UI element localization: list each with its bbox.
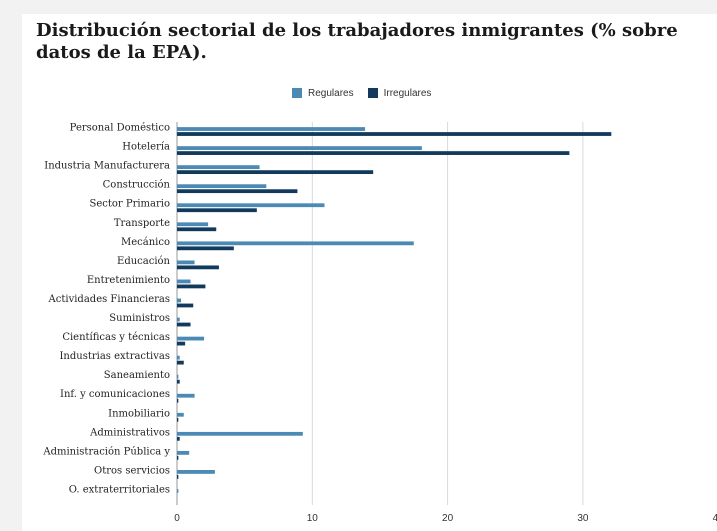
- bar-irregulares-inf-y-comunicaciones: [177, 398, 179, 403]
- bar-regulares-entretenimiento: [177, 279, 191, 284]
- y-tick-label-o-extraterritoriales: O. extraterritoriales: [69, 484, 170, 495]
- bar-irregulares-actividades-financieras: [177, 303, 194, 308]
- y-tick-label-educacion: Educación: [117, 256, 171, 267]
- bar-irregulares-construccion: [177, 189, 298, 194]
- bar-irregulares-administracion-publica-y: [177, 455, 179, 460]
- x-tick-label-20: 20: [442, 513, 454, 524]
- y-tick-label-inmobiliario: Inmobiliario: [108, 408, 170, 419]
- bar-regulares-sector-primario: [177, 203, 325, 208]
- y-tick-label-hoteleria: Hotelería: [122, 142, 170, 153]
- bar-regulares-transporte: [177, 222, 209, 227]
- bar-regulares-industrias-extractivas: [177, 355, 180, 360]
- y-tick-label-cientificas-y-tecnicas: Científicas y técnicas: [62, 332, 170, 343]
- y-tick-label-industrias-extractivas: Industrias extractivas: [59, 351, 170, 362]
- bar-regulares-actividades-financieras: [177, 298, 182, 303]
- bar-regulares-hoteleria: [177, 146, 422, 150]
- bar-irregulares-saneamiento: [177, 379, 180, 384]
- bar-irregulares-mecanico: [177, 246, 234, 251]
- y-tick-label-industria-manufacturera: Industria Manufacturera: [44, 161, 170, 172]
- bar-irregulares-administrativos: [177, 436, 180, 441]
- bar-irregulares-cientificas-y-tecnicas: [177, 341, 186, 346]
- bar-regulares-personal-domestico: [177, 127, 366, 131]
- bar-regulares-industria-manufacturera: [177, 165, 260, 170]
- legend-item-irregulares: Irregulares: [367, 87, 432, 99]
- bar-irregulares-educacion: [177, 265, 219, 270]
- y-tick-label-administrativos: Administrativos: [89, 427, 170, 438]
- x-tick-label-10: 10: [307, 513, 319, 524]
- bar-regulares-otros-servicios: [177, 470, 215, 474]
- y-tick-label-personal-domestico: Personal Doméstico: [70, 123, 170, 134]
- bar-irregulares-industrias-extractivas: [177, 360, 184, 365]
- y-tick-label-mecanico: Mecánico: [121, 237, 170, 248]
- y-tick-label-otros-servicios: Otros servicios: [94, 465, 170, 476]
- y-tick-label-transporte: Transporte: [114, 218, 170, 229]
- chart-title: Distribución sectorial de los trabajador…: [36, 20, 678, 63]
- y-tick-label-inf-y-comunicaciones: Inf. y comunicaciones: [60, 389, 170, 400]
- legend-label-irregulares: Irregulares: [383, 87, 432, 99]
- bar-regulares-inf-y-comunicaciones: [177, 393, 195, 398]
- legend-swatch-regulares: [292, 88, 302, 98]
- bar-regulares-suministros: [177, 317, 180, 322]
- bar-irregulares-hoteleria: [177, 151, 570, 155]
- legend-label-regulares: Regulares: [308, 87, 354, 99]
- bar-regulares-cientificas-y-tecnicas: [177, 336, 205, 341]
- x-tick-label-0: 0: [174, 513, 180, 524]
- bar-regulares-mecanico: [177, 241, 414, 246]
- bar-regulares-administracion-publica-y: [177, 450, 190, 455]
- y-tick-label-construccion: Construcción: [103, 180, 171, 191]
- bar-irregulares-transporte: [177, 227, 217, 232]
- bar-regulares-educacion: [177, 260, 195, 265]
- bar-irregulares-industria-manufacturera: [177, 170, 374, 175]
- chart-card: Distribución sectorial de los trabajador…: [22, 14, 717, 531]
- bar-irregulares-sector-primario: [177, 208, 257, 213]
- bar-irregulares-entretenimiento: [177, 284, 206, 289]
- legend-item-regulares: Regulares: [292, 88, 354, 99]
- y-tick-label-entretenimiento: Entretenimiento: [87, 275, 170, 286]
- bar-regulares-o-extraterritoriales: [177, 489, 179, 493]
- chart-legend: Regulares Irregulares: [292, 86, 431, 100]
- y-tick-label-actividades-financieras: Actividades Financieras: [48, 294, 170, 305]
- bar-regulares-inmobiliario: [177, 412, 184, 417]
- y-tick-label-sector-primario: Sector Primario: [89, 199, 170, 210]
- y-tick-label-saneamiento: Saneamiento: [104, 370, 170, 381]
- bar-regulares-administrativos: [177, 431, 303, 436]
- bar-irregulares-inmobiliario: [177, 417, 179, 422]
- y-tick-label-suministros: Suministros: [109, 313, 170, 324]
- x-tick-label-30: 30: [577, 513, 589, 524]
- y-tick-label-administracion-publica-y: Administración Pública y: [42, 446, 170, 457]
- bar-irregulares-suministros: [177, 322, 191, 327]
- bar-irregulares-otros-servicios: [177, 475, 179, 479]
- bar-regulares-saneamiento: [177, 374, 179, 379]
- bar-irregulares-personal-domestico: [177, 132, 612, 136]
- legend-swatch-irregulares: [367, 88, 378, 98]
- bar-regulares-construccion: [177, 184, 267, 189]
- x-tick-label-40: 40: [713, 513, 717, 524]
